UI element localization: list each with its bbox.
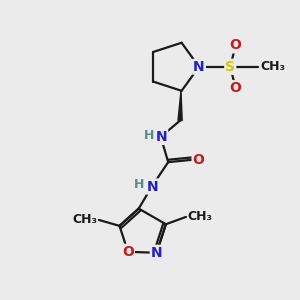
Text: N: N — [147, 179, 158, 194]
Text: O: O — [193, 153, 205, 167]
Text: S: S — [225, 60, 235, 74]
Text: N: N — [156, 130, 167, 144]
Text: CH₃: CH₃ — [260, 60, 285, 73]
Text: O: O — [230, 38, 242, 52]
Text: CH₃: CH₃ — [188, 210, 212, 224]
Text: N: N — [193, 60, 205, 74]
Text: N: N — [151, 246, 162, 260]
Text: O: O — [122, 245, 134, 259]
Text: CH₃: CH₃ — [73, 214, 98, 226]
Text: H: H — [134, 178, 145, 190]
Text: O: O — [230, 81, 242, 95]
Polygon shape — [178, 91, 182, 121]
Text: H: H — [144, 129, 155, 142]
